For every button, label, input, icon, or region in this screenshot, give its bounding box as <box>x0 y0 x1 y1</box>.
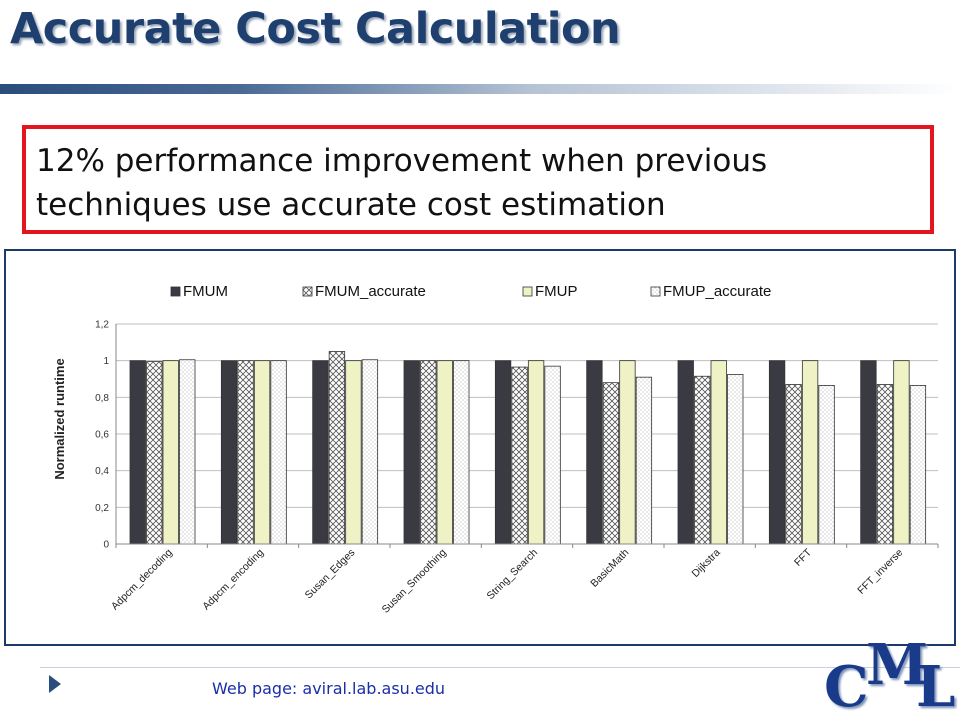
x-tick-label: String_Search <box>485 547 541 603</box>
x-tick-label: BasicMath <box>588 547 631 590</box>
bar-fmum <box>312 360 329 545</box>
y-tick-label: 1,2 <box>95 320 109 331</box>
bar-fmum-accurate <box>237 360 254 545</box>
x-tick-label: FFT <box>792 546 815 569</box>
bar-fmum <box>129 360 146 545</box>
legend-label: FMUM <box>183 283 228 300</box>
legend-swatch <box>650 286 661 297</box>
bars <box>129 351 927 545</box>
bar-fmup-accurate <box>361 359 379 545</box>
bar-fmum-accurate <box>694 375 711 545</box>
bar-fmum-accurate <box>876 384 894 545</box>
chart-frame: 0 0,2 0,4 0,6 0,8 1 1,2 Adpcm_decoding Adpcm_enc… <box>4 249 956 646</box>
x-tick-label: Susan_Smoothing <box>380 547 449 616</box>
bar-fmup-accurate <box>727 374 744 545</box>
logo-letter-c: C <box>824 654 869 720</box>
bar-fmup-accurate <box>270 360 287 545</box>
bar-fmum <box>220 360 238 545</box>
logo-letter-l: L <box>916 654 956 720</box>
y-tick-label: 0,2 <box>95 503 109 514</box>
x-tick-label: Adpcm_decoding <box>109 547 175 613</box>
legend-swatch <box>170 286 181 297</box>
x-tick-label: Adpcm_encoding <box>200 547 266 613</box>
bar-fmup <box>893 360 910 545</box>
y-tick-label: 0,8 <box>95 393 109 404</box>
bar-fmup <box>345 360 362 545</box>
bar-fmup-accurate <box>635 376 653 545</box>
bar-fmum <box>677 360 694 545</box>
logo-letter-m: M <box>866 632 928 698</box>
bar-fmum <box>403 360 420 545</box>
footer-divider <box>40 667 960 668</box>
bar-fmum-accurate <box>146 361 163 545</box>
bar-fmup-accurate <box>544 365 561 545</box>
bar-fmup <box>436 360 453 545</box>
callout-box: 12% performance improvement when previou… <box>22 125 934 234</box>
bar-fmup-accurate <box>818 385 835 545</box>
bar-fmup-accurate <box>909 385 927 545</box>
slide-title: Accurate Cost Calculation <box>10 4 621 54</box>
bar-fmum <box>860 360 877 545</box>
bar-fmup-accurate <box>179 359 196 545</box>
bar-fmum-accurate <box>328 351 346 545</box>
bar-fmup-accurate <box>453 360 470 545</box>
bar-fmup <box>619 360 636 545</box>
legend-label: FMUP <box>535 283 578 300</box>
bar-fmum-accurate <box>785 384 802 545</box>
bar-fmum <box>768 360 786 545</box>
y-tick-label: 1 <box>103 356 109 367</box>
y-tick-label: 0,4 <box>95 466 109 477</box>
bullet-arrow-icon <box>49 675 61 693</box>
y-tick-label: 0 <box>103 540 109 551</box>
bar-fmum <box>586 360 603 545</box>
footer-webpage: Web page: aviral.lab.asu.edu <box>212 679 446 698</box>
legend-swatch <box>522 286 533 297</box>
x-tick-label: Dijkstra <box>690 547 723 580</box>
bar-fmup <box>710 360 727 545</box>
bar-fmup <box>253 360 271 545</box>
bar-fmup <box>801 360 819 545</box>
callout-text: 12% performance improvement when previou… <box>36 143 768 223</box>
y-axis-label: Normalized runtime <box>52 358 67 479</box>
bar-fmum-accurate <box>420 360 437 545</box>
bar-fmup <box>162 360 179 545</box>
y-tick-label: 0,6 <box>95 430 109 441</box>
legend: FMUM FMUM_accurate FMUP FMUP_accurate <box>170 283 771 300</box>
legend-label: FMUM_accurate <box>315 283 426 300</box>
title-divider <box>0 84 960 94</box>
bar-chart: 0 0,2 0,4 0,6 0,8 1 1,2 Adpcm_decoding Adpcm_enc… <box>52 283 939 616</box>
bar-fmum <box>494 360 512 545</box>
bar-fmup <box>527 360 545 545</box>
bar-fmum-accurate <box>602 382 620 545</box>
legend-swatch <box>302 286 313 297</box>
x-tick-label: FFT_inverse <box>855 547 905 597</box>
bar-fmum-accurate <box>511 366 528 545</box>
cml-logo: C M L <box>822 632 960 720</box>
legend-label: FMUP_accurate <box>663 283 771 300</box>
x-tick-label: Susan_Edges <box>303 547 358 602</box>
